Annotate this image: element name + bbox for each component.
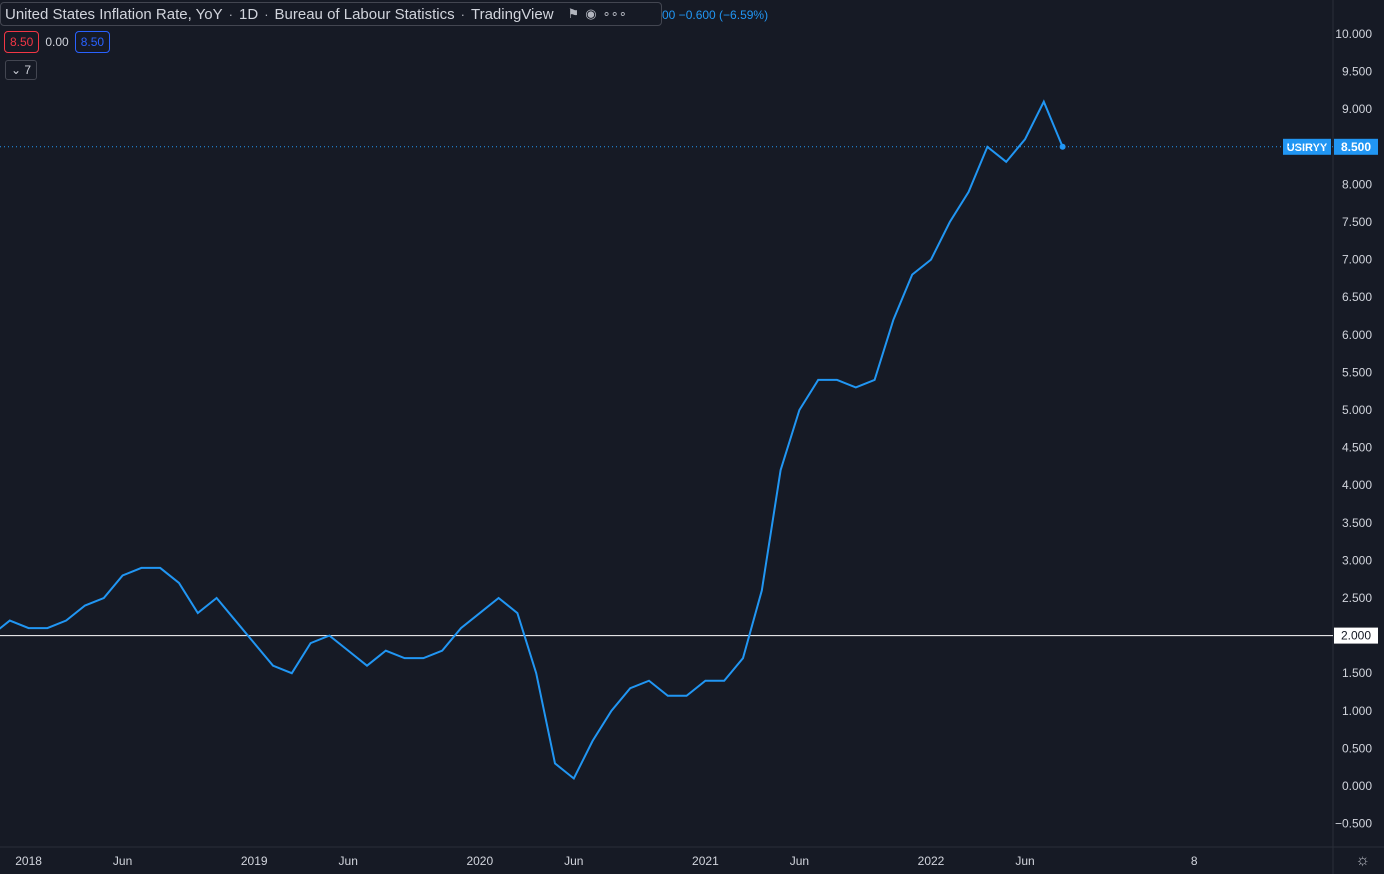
y-tick-label: 3.500 xyxy=(1342,516,1372,530)
y-tick-label: 4.000 xyxy=(1342,478,1372,492)
last-value-label-bg xyxy=(1334,138,1378,155)
x-tick-label: Jun xyxy=(1015,854,1034,868)
y-tick-label: 9.500 xyxy=(1342,65,1372,79)
price-axis[interactable]: 10.000 9.500 9.000 8.000 7.500 7.000 6.500 6.00… xyxy=(1283,27,1378,831)
y-tick-label: 1.000 xyxy=(1342,704,1372,718)
buy-value[interactable]: 8.50 xyxy=(74,31,111,53)
legend-title: United States Inflation Rate, YoY xyxy=(5,5,223,23)
x-tick-label: 2018 xyxy=(15,854,42,868)
sell-value[interactable]: 8.50 xyxy=(4,31,40,53)
y-tick-label: 6.000 xyxy=(1342,328,1372,342)
x-tick-label: 2022 xyxy=(918,854,945,868)
data-point xyxy=(1059,143,1066,150)
y-tick-label: 7.500 xyxy=(1342,215,1372,229)
y-tick-label: 6.500 xyxy=(1342,290,1372,304)
series-line xyxy=(0,99,1064,781)
legend-interval: 1D xyxy=(239,5,259,23)
y-tick-label: −0.500 xyxy=(1335,817,1372,831)
x-tick-label: Jun xyxy=(790,854,809,868)
collapse-indicators-button[interactable]: ⌄ 7 xyxy=(5,60,38,80)
reference-line-label: 2.000 xyxy=(1341,629,1371,643)
x-tick-label: Jun xyxy=(339,854,358,868)
spread-value: 0.00 xyxy=(45,35,69,49)
y-tick-label: 4.500 xyxy=(1342,441,1372,455)
legend-publisher: TradingView xyxy=(470,5,554,23)
y-tick-label: 5.500 xyxy=(1342,365,1372,379)
y-tick-label: 1.500 xyxy=(1342,666,1372,680)
x-tick-label: 2019 xyxy=(241,854,268,868)
indicator-count: 7 xyxy=(24,63,32,77)
y-tick-label: 0.500 xyxy=(1342,741,1372,755)
reference-line-label-bg xyxy=(1334,627,1378,644)
chevron-down-icon: ⌄ xyxy=(11,63,22,77)
y-tick-label: 5.000 xyxy=(1342,403,1372,417)
x-tick-label: 2021 xyxy=(692,854,719,868)
change-readout: 00 −0.600 (−6.59%) xyxy=(662,8,769,22)
eye-icon[interactable]: ◉ xyxy=(585,6,597,21)
x-tick-label: Jun xyxy=(564,854,583,868)
x-tick-label: 8 xyxy=(1191,854,1198,868)
x-tick-label: 2020 xyxy=(466,854,493,868)
more-icon[interactable]: ∘∘∘ xyxy=(602,6,627,21)
flag-icon[interactable]: ⚑ xyxy=(567,6,580,21)
y-tick-label: 8.000 xyxy=(1342,177,1372,191)
series-legend[interactable]: United States Inflation Rate, YoY · 1D · B… xyxy=(0,2,662,26)
last-value-label: 8.500 xyxy=(1341,140,1371,154)
symbol-label-bg xyxy=(1283,138,1331,155)
y-tick-label: 7.000 xyxy=(1342,253,1372,267)
y-tick-label: 9.000 xyxy=(1342,102,1372,116)
y-tick-label: 0.000 xyxy=(1342,779,1372,793)
time-axis[interactable]: 2018 Jun 2019 Jun 2020 Jun 2021 Jun 2022 Jun 8 xyxy=(15,854,1198,868)
symbol-label: USIRYY xyxy=(1287,142,1328,154)
settings-gear-icon[interactable]: ☼ xyxy=(1355,852,1370,869)
legend-source: Bureau of Labour Statistics xyxy=(274,5,455,23)
y-tick-label: 2.500 xyxy=(1342,591,1372,605)
y-tick-label: 3.000 xyxy=(1342,553,1372,567)
x-tick-label: Jun xyxy=(113,854,132,868)
y-tick-label: 10.000 xyxy=(1335,27,1372,41)
